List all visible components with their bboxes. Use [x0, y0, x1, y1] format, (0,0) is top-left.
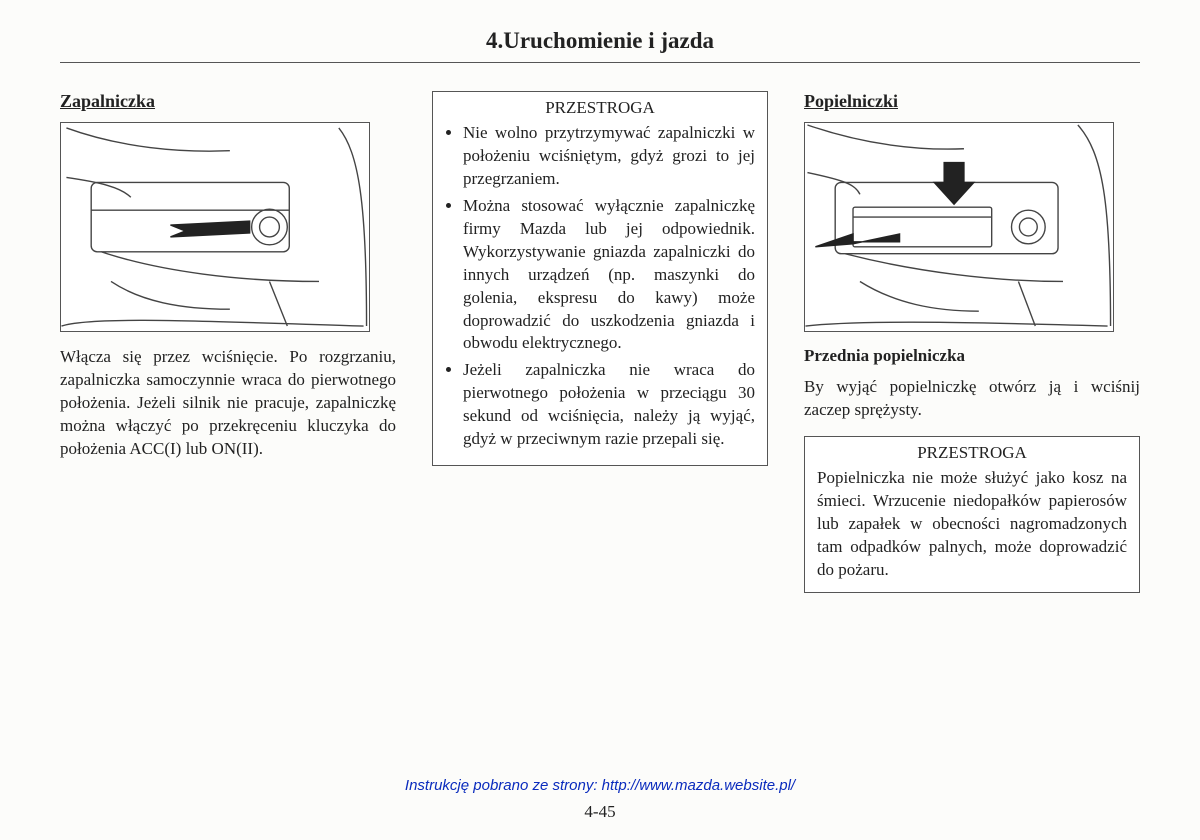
col3-body: By wyjąć popielniczkę otwórz ją i wciśni… — [804, 376, 1140, 422]
figure-lighter — [60, 122, 370, 332]
caution-item: Można stosować wyłącznie zapalniczkę fir… — [463, 195, 755, 356]
content-columns: Zapalniczka Włącza — [60, 91, 1140, 593]
page-number: 4-45 — [0, 802, 1200, 822]
col3-subheading: Przednia popielniczka — [804, 346, 1140, 366]
col1-heading: Zapalniczka — [60, 91, 396, 112]
footer-link: Instrukcję pobrano ze strony: http://www… — [0, 777, 1200, 794]
caution-box-ashtray: PRZESTROGA Popielniczka nie może służyć … — [804, 436, 1140, 593]
caution-item: Nie wolno przytrzymywać zapalniczki w po… — [463, 122, 755, 191]
figure-ashtray — [804, 122, 1114, 332]
caution-box-lighter: PRZESTROGA Nie wolno przytrzymywać zapal… — [432, 91, 768, 466]
caution-item: Jeżeli zapalniczka nie wraca do pierwotn… — [463, 359, 755, 451]
caution-list: Nie wolno przytrzymywać zapalniczki w po… — [445, 122, 755, 451]
column-2: PRZESTROGA Nie wolno przytrzymywać zapal… — [432, 91, 768, 593]
column-1: Zapalniczka Włącza — [60, 91, 396, 593]
caution-title-1: PRZESTROGA — [445, 98, 755, 118]
chapter-title: 4.Uruchomienie i jazda — [60, 28, 1140, 54]
caution-title-2: PRZESTROGA — [817, 443, 1127, 463]
col1-body: Włącza się przez wciśnięcie. Po rozgrzan… — [60, 346, 396, 461]
caution-body-2: Popielniczka nie może służyć jako kosz n… — [817, 467, 1127, 582]
divider — [60, 62, 1140, 63]
column-3: Popielniczki — [804, 91, 1140, 593]
col3-heading: Popielniczki — [804, 91, 1140, 112]
